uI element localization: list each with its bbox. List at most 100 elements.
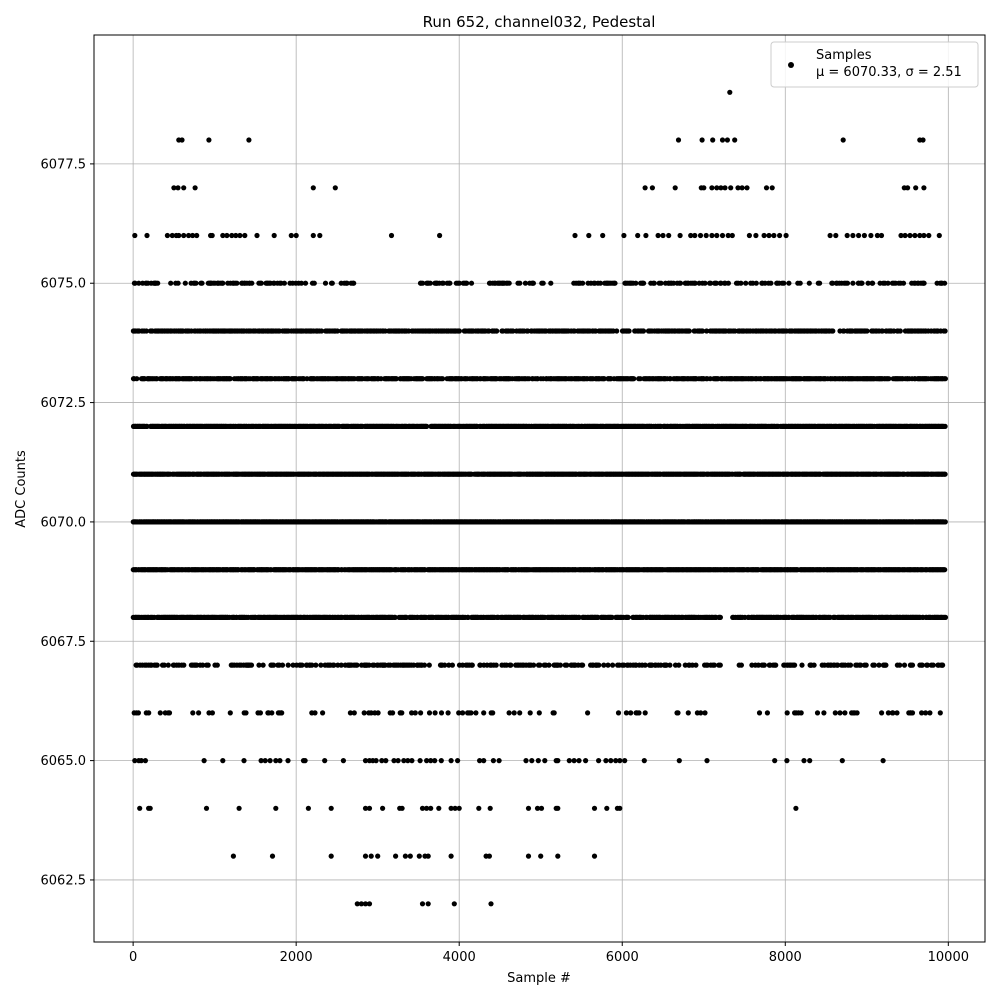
data-point: [442, 662, 448, 668]
data-point: [764, 710, 771, 716]
data-point: [930, 662, 936, 668]
data-point: [821, 710, 827, 716]
data-point: [527, 710, 533, 716]
data-point: [285, 662, 291, 668]
data-point: [438, 710, 445, 716]
data-point: [338, 662, 344, 668]
data-point: [260, 662, 266, 668]
data-point: [537, 662, 543, 668]
data-point: [698, 710, 704, 716]
data-point: [596, 662, 602, 668]
data-point: [157, 710, 163, 716]
data-point: [847, 662, 854, 668]
data-point: [676, 662, 682, 668]
data-point: [605, 662, 611, 668]
data-point: [642, 662, 648, 668]
data-point: [279, 710, 285, 716]
data-point: [832, 710, 838, 716]
data-point: [299, 662, 305, 668]
data-point: [799, 662, 805, 668]
data-point: [609, 614, 615, 621]
data-point: [279, 662, 286, 668]
data-point: [927, 710, 933, 716]
data-point: [490, 710, 496, 716]
data-point: [919, 662, 925, 668]
data-point: [351, 710, 357, 716]
data-point: [580, 662, 586, 668]
data-point: [761, 662, 768, 668]
data-point: [942, 423, 948, 429]
data-point: [890, 710, 896, 716]
data-point: [642, 710, 648, 716]
data-points: [130, 89, 949, 907]
data-point: [814, 710, 821, 716]
data-point: [205, 662, 211, 668]
data-point: [792, 662, 798, 668]
data-point: [392, 614, 398, 621]
data-point: [909, 662, 916, 668]
data-point: [312, 710, 318, 716]
data-point: [412, 710, 418, 716]
data-point: [615, 710, 622, 716]
chart-title: Run 652, channel032, Pedestal: [423, 13, 656, 31]
data-point: [755, 662, 762, 668]
data-point: [738, 662, 745, 668]
data-point: [214, 662, 220, 668]
data-point: [320, 710, 326, 716]
data-point: [601, 662, 607, 668]
data-point: [837, 710, 843, 716]
data-point: [243, 710, 249, 716]
data-point: [717, 662, 723, 668]
data-point: [546, 662, 552, 668]
data-point: [409, 710, 415, 716]
data-point: [702, 710, 708, 716]
data-point: [937, 710, 943, 716]
data-point: [468, 710, 474, 716]
data-point: [924, 662, 931, 668]
data-point: [885, 710, 892, 716]
data-point: [628, 710, 634, 716]
data-point: [375, 710, 381, 716]
data-point: [426, 662, 432, 668]
data-point: [919, 710, 925, 716]
data-point: [517, 710, 523, 716]
data-point: [196, 710, 202, 716]
data-point: [361, 710, 367, 716]
data-point: [209, 710, 215, 716]
data-point: [711, 662, 718, 668]
data-point: [399, 710, 405, 716]
data-point: [460, 710, 466, 716]
data-point: [445, 710, 451, 716]
data-point: [685, 710, 691, 716]
data-point: [146, 710, 152, 716]
data-point: [717, 614, 724, 621]
data-point: [901, 662, 908, 668]
data-point: [863, 662, 869, 668]
data-point: [354, 662, 360, 668]
data-point: [366, 662, 372, 668]
data-point: [257, 710, 263, 716]
data-point: [161, 662, 167, 668]
data-point: [811, 662, 817, 668]
data-point: [432, 710, 438, 716]
data-point: [269, 710, 275, 716]
data-point: [508, 662, 514, 668]
data-point: [879, 710, 885, 716]
data-point: [897, 662, 903, 668]
data-point: [756, 710, 763, 716]
data-point: [536, 710, 542, 716]
data-point: [331, 662, 337, 668]
data-point: [473, 710, 479, 716]
data-point: [564, 662, 570, 668]
data-point: [636, 710, 642, 716]
data-point: [200, 662, 206, 668]
data-point: [227, 710, 233, 716]
data-point: [446, 662, 452, 668]
data-point: [313, 662, 319, 668]
data-point: [426, 710, 433, 716]
data-point: [421, 662, 428, 668]
data-point: [134, 376, 140, 382]
data-point: [135, 710, 141, 716]
data-point: [623, 710, 630, 716]
data-point: [894, 710, 900, 716]
